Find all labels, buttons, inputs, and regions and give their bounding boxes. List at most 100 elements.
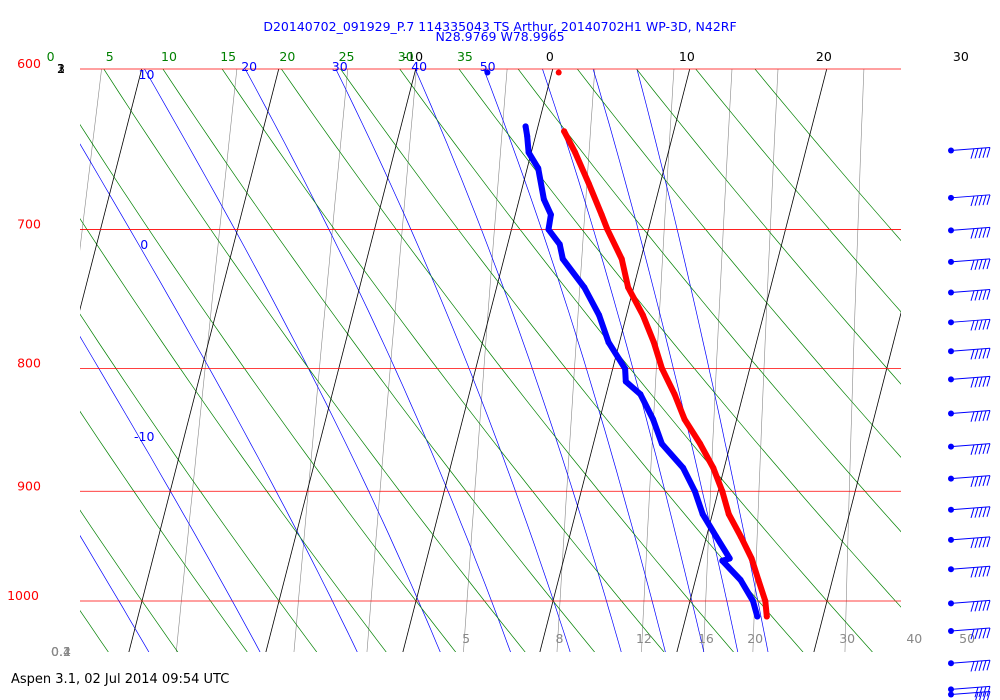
dewpoint-trace-point: [622, 365, 629, 372]
wind-barb-flag: [978, 507, 983, 518]
moist-adiabat-line: [144, 69, 441, 652]
temperature-trace-point: [719, 488, 726, 495]
wind-barb-staff: [950, 318, 991, 323]
moist-adiabat-line: [414, 69, 622, 652]
chart-title-line2: N28.9769 W78.9965: [435, 29, 564, 44]
dry-adiabat-line: [103, 69, 526, 652]
mixing-ratio-line: [366, 69, 417, 652]
wind-barbs: [948, 146, 991, 700]
mixing-ratio-label: 3: [57, 61, 65, 76]
dry-adiabat-line: [280, 69, 734, 652]
moist-adiabat-line: [483, 69, 666, 652]
dewpoint-trace-point: [525, 149, 532, 156]
wind-barb-flag: [986, 600, 991, 611]
temperature-trace-point: [650, 339, 657, 346]
wind-barb-flag: [986, 475, 991, 486]
wind-barb-flag: [986, 194, 991, 205]
temperature-trace-point: [748, 555, 755, 562]
theta-label: 15: [220, 49, 236, 64]
wind-barb-flag: [982, 660, 987, 671]
temperature-trace-point: [572, 149, 579, 156]
pressure-label: 1000: [7, 588, 39, 603]
wind-barb-staff: [950, 375, 991, 380]
wind-barb-staff: [950, 347, 991, 352]
moist-adiabat-line: [335, 69, 571, 652]
isotherm-line: [265, 69, 417, 652]
wind-barb-flag: [979, 691, 983, 700]
mixing-ratio-label: 0.2: [51, 644, 71, 659]
wind-barb-flag: [978, 600, 983, 612]
wind-barb-flag: [986, 660, 991, 671]
temperature-label: 30: [953, 49, 969, 64]
dry-adiabat-line: [221, 69, 665, 652]
isotherm-line: [539, 69, 691, 652]
wind-barb-flag: [970, 148, 975, 159]
mixing-ratio-label: 2: [57, 61, 65, 76]
wind-barb-flag: [974, 507, 979, 518]
temperature-trace-point: [762, 598, 769, 604]
wind-barb-flag: [978, 348, 983, 359]
mixing-ratio-label: 8: [556, 631, 564, 646]
wind-barb-flag: [974, 476, 979, 487]
mixing-ratio-label: 0.4: [51, 644, 71, 659]
wind-barb-flag: [982, 537, 987, 548]
wind-barb-flag: [970, 601, 975, 612]
dewpoint-trace-point: [622, 378, 629, 385]
temperature-trace-point: [697, 440, 704, 447]
moist-adiabat-line: [244, 69, 511, 652]
wind-barb-staff: [950, 410, 991, 415]
moist-adiabat-line: [80, 143, 358, 652]
wind-barb-flag: [986, 536, 991, 548]
wind-barb-flag: [974, 601, 979, 612]
wind-barb-flag: [982, 227, 987, 238]
wind-barb-flag: [982, 376, 987, 387]
mixing-ratio-line: [0, 67, 7, 654]
thetae-label: 40: [411, 59, 427, 74]
dry-adiabat-line: [80, 218, 387, 652]
isotherm-line: [813, 311, 901, 652]
dry-adiabat-line: [80, 509, 179, 652]
dry-adiabat-line: [636, 69, 901, 385]
wind-barb-flag: [978, 259, 983, 270]
dewpoint-trace-point: [699, 511, 706, 518]
temperature-trace-point: [639, 312, 646, 319]
wind-barb-flag: [974, 444, 979, 455]
temperature-trace-point: [737, 533, 744, 540]
dry-adiabat-line: [754, 69, 901, 242]
wind-barb-flag: [978, 444, 983, 455]
isotherm-line: [80, 69, 143, 311]
isotherm-line: [676, 69, 828, 652]
thetae-label: 50: [480, 59, 496, 74]
wind-barb-flag: [970, 349, 975, 360]
dry-adiabat-line: [80, 123, 457, 652]
wind-barb-flag: [970, 661, 975, 672]
theta-label: 0: [47, 49, 55, 64]
mixing-ratio-line: [844, 69, 865, 652]
wind-barb-flag: [970, 537, 975, 549]
theta-label: 30: [398, 49, 414, 64]
dewpoint-trace-point: [522, 123, 529, 130]
dewpoint-trace-point: [547, 211, 554, 218]
temperature-trace-point: [755, 577, 762, 583]
dewpoint-trace-point: [545, 226, 552, 233]
temperature-trace-point: [598, 211, 605, 218]
mixing-ratio-label: 12: [636, 631, 652, 646]
wind-barb-flag: [978, 227, 983, 239]
wind-barb-flag: [978, 319, 983, 331]
dewpoint-trace-point: [750, 598, 756, 604]
mixing-ratio-label: 20: [747, 631, 763, 646]
wind-barb-staff: [950, 685, 991, 690]
wind-barb-flag: [974, 377, 979, 388]
wind-barb-staff: [950, 146, 991, 151]
wind-barb-flag: [970, 320, 975, 331]
wind-barb-staff: [950, 536, 991, 541]
wind-barb-staff: [950, 599, 991, 604]
wind-barb-flag: [970, 476, 975, 487]
dewpoint-trace-point: [691, 488, 698, 495]
dry-adiabat-line: [80, 410, 248, 652]
dewpoint-trace-point: [754, 613, 761, 620]
wind-barb-flag: [986, 506, 991, 517]
moist-adiabat-line: [636, 69, 769, 652]
wind-barb-flag: [970, 444, 975, 455]
